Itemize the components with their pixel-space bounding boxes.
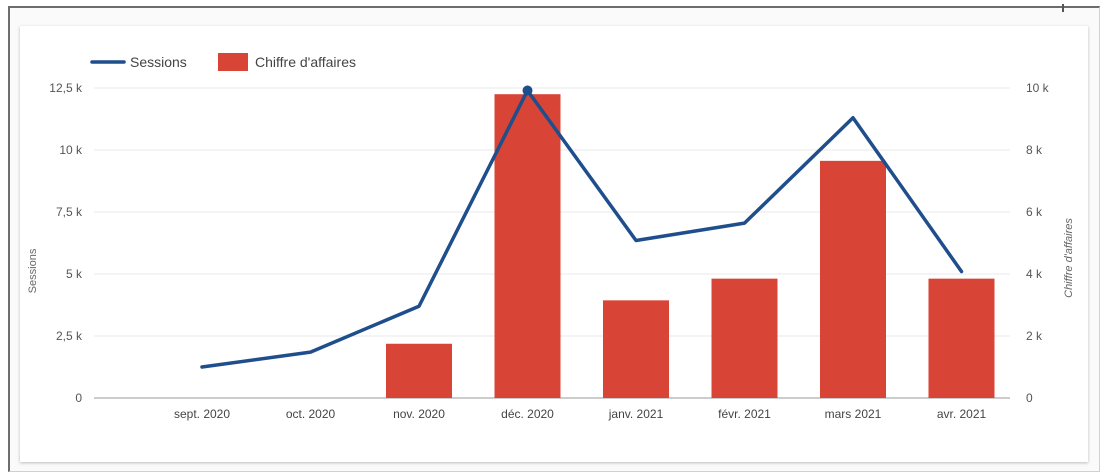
right-tick-label: 8 k	[1026, 143, 1043, 157]
legend: Sessions Chiffre d'affaires	[90, 53, 356, 71]
bar-chiffre-affaires	[603, 300, 669, 398]
point-sessions	[522, 85, 533, 96]
line-sessions	[200, 88, 964, 369]
left-tick-label: 12,5 k	[49, 81, 83, 95]
bar-chiffre-affaires	[928, 278, 995, 398]
x-tick-label: nov. 2020	[393, 407, 445, 421]
x-tick-label: oct. 2020	[286, 407, 336, 421]
x-tick-label: avr. 2021	[937, 407, 987, 421]
bar-chiffre-affaires	[711, 278, 778, 398]
legend-swatch-chiffre-affaires	[218, 53, 248, 71]
left-tick-label: 7,5 k	[56, 205, 83, 219]
legend-label-chiffre-affaires: Chiffre d'affaires	[255, 54, 356, 70]
bar-chiffre-affaires	[494, 94, 561, 398]
x-axis-ticks: sept. 2020 oct. 2020 nov. 2020 déc. 2020 jan…	[174, 407, 987, 421]
bar-chiffre-affaires	[820, 160, 886, 398]
combo-chart: Sessions Chiffre d'affaires 0 2,5 k 5 k 7,5…	[27, 53, 1075, 421]
left-axis-ticks: 0 2,5 k 5 k 7,5 k 10 k 12,5 k	[49, 81, 83, 405]
bar-chiffre-affaires	[386, 343, 452, 398]
left-tick-label: 0	[75, 391, 82, 405]
corner-mark	[1062, 4, 1064, 12]
x-tick-label: déc. 2020	[501, 407, 554, 421]
right-tick-label: 2 k	[1026, 329, 1043, 343]
x-tick-label: sept. 2020	[174, 407, 230, 421]
right-tick-label: 4 k	[1026, 267, 1043, 281]
x-tick-label: mars 2021	[825, 407, 882, 421]
left-tick-label: 2,5 k	[56, 329, 83, 343]
x-tick-label: févr. 2021	[718, 407, 771, 421]
right-axis-label: Chiffre d'affaires	[1063, 218, 1075, 298]
right-tick-label: 10 k	[1026, 81, 1050, 95]
legend-label-sessions: Sessions	[130, 54, 187, 70]
right-tick-label: 6 k	[1026, 205, 1043, 219]
left-tick-label: 5 k	[66, 267, 83, 281]
right-tick-label: 0	[1026, 391, 1033, 405]
sessions-line	[200, 85, 964, 369]
left-axis-label: Sessions	[27, 248, 39, 293]
bars	[386, 94, 995, 398]
left-tick-label: 10 k	[59, 143, 83, 157]
chart-card: Sessions Chiffre d'affaires 0 2,5 k 5 k 7,5…	[20, 26, 1088, 462]
right-axis-ticks: 0 2 k 4 k 6 k 8 k 10 k	[1026, 81, 1050, 405]
x-tick-label: janv. 2021	[608, 407, 664, 421]
